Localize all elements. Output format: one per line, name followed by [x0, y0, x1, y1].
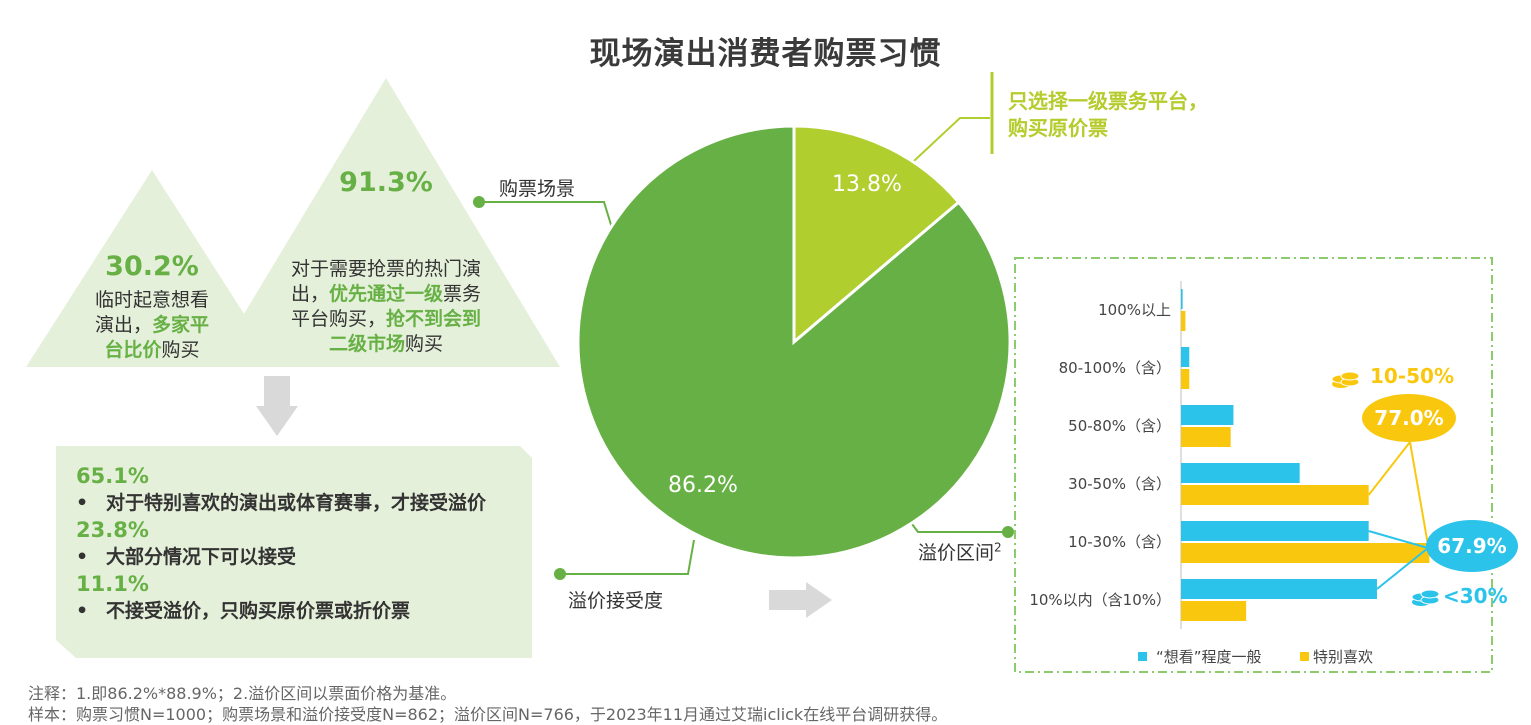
box-item-label: 大部分情况下可以接受 — [106, 546, 297, 568]
pie-label-small: 13.8% — [832, 172, 902, 197]
box-item-label: 不接受溢价，只购买原价票或折价票 — [106, 600, 411, 622]
bar-blue-1 — [1181, 347, 1190, 367]
legend-label-blue: “想看”程度一般 — [1156, 648, 1262, 666]
box-item-text: • 大部分情况下可以接受 — [76, 544, 526, 571]
large-tri-line2c: 票务 — [443, 283, 482, 305]
text-box-background — [56, 446, 532, 658]
small-tri-line2b: 多家平 — [152, 314, 210, 336]
bar-category-label: 80-100%（含） — [1058, 359, 1171, 377]
yellow-range-label: 10-50% — [1370, 364, 1455, 388]
yellow-connector-line — [1409, 441, 1431, 554]
large-tri-line2a: 出， — [290, 283, 329, 305]
box-item-label: 对于特别喜欢的演出或体育赛事，才接受溢价 — [106, 492, 487, 514]
bullet: • — [76, 492, 89, 514]
bar-yellow-2 — [1181, 427, 1231, 447]
blue-connector-line — [1368, 530, 1429, 549]
coin-icon-blue — [1410, 582, 1442, 612]
bullet: • — [76, 600, 89, 622]
pie-chart — [576, 124, 1012, 560]
large-tri-line4b: 购买 — [405, 333, 444, 355]
box-item-text: • 对于特别喜欢的演出或体育赛事，才接受溢价 — [76, 490, 526, 517]
scene-leader-line — [479, 201, 613, 229]
pie-callout-line1: 只选择一级票务平台， — [1008, 89, 1208, 113]
range-label-text: 溢价区间 — [918, 542, 995, 564]
large-triangle — [212, 78, 560, 367]
small-triangle-text: 临时起意想看 演出，多家平 台比价购买 — [72, 288, 232, 363]
small-tri-line3b: 购买 — [161, 339, 200, 361]
bar-yellow-0 — [1181, 311, 1186, 331]
blue-range-label: <30% — [1443, 584, 1508, 608]
small-tri-line1: 临时起意想看 — [94, 289, 209, 311]
small-triangle — [26, 170, 278, 367]
bar-blue-3 — [1181, 463, 1300, 483]
footnote-sample: 样本：购票习惯N=1000；购票场景和溢价接受度N=862；溢价区间N=766，… — [28, 705, 948, 724]
legend-swatch-yellow — [1300, 652, 1309, 661]
blue-connector-line — [1376, 547, 1429, 590]
bar-chart-frame — [1014, 257, 1493, 673]
range-label-sup: 2 — [994, 540, 1002, 555]
bar-category-label: 50-80%（含） — [1068, 417, 1171, 435]
pie-label-large: 86.2% — [668, 473, 738, 498]
range-label: 溢价区间2 — [918, 538, 1002, 565]
bar-yellow-1 — [1181, 369, 1190, 389]
acceptance-label: 溢价接受度 — [568, 590, 664, 612]
bar-yellow-3 — [1181, 485, 1369, 505]
bar-category-label: 100%以上 — [1098, 301, 1171, 319]
bar-yellow-4 — [1181, 543, 1430, 563]
large-tri-line2b: 优先通过一级 — [328, 283, 443, 305]
large-tri-line3a: 平台购买， — [290, 308, 386, 330]
pie-slice-1 — [576, 124, 1012, 560]
acceptance-box: 65.1% • 对于特别喜欢的演出或体育赛事，才接受溢价 23.8% • 大部分情况… — [76, 463, 526, 625]
yellow-pct-bubble: 77.0% — [1362, 394, 1456, 442]
page-title: 现场演出消费者购票习惯 — [589, 36, 942, 72]
box-item-pct: 11.1% — [76, 572, 149, 596]
scene-leader-dot — [473, 196, 485, 208]
down-arrow-icon — [256, 376, 298, 436]
range-leader-dot — [1002, 526, 1014, 538]
acceptance-leader-dot — [554, 568, 566, 580]
pie-callout: 只选择一级票务平台， 购买原价票 — [1008, 88, 1208, 142]
large-tri-line4a: 二级市场 — [328, 333, 405, 355]
box-item-text: • 不接受溢价，只购买原价票或折价票 — [76, 598, 526, 625]
range-leader-line — [911, 523, 1008, 533]
bar-category-label: 30-50%（含） — [1068, 475, 1171, 493]
pie-callout-line2: 购买原价票 — [1008, 116, 1108, 140]
right-arrow-icon — [769, 582, 832, 618]
bar-blue-5 — [1181, 579, 1377, 599]
box-item-pct: 23.8% — [76, 518, 149, 542]
bar-yellow-5 — [1181, 601, 1247, 621]
footnote-note: 注释：1.即86.2%*88.9%；2.溢价区间以票面价格为基准。 — [28, 684, 457, 703]
box-item-pct: 65.1% — [76, 464, 149, 488]
yellow-connector-line — [1367, 441, 1411, 496]
bar-blue-4 — [1181, 521, 1369, 541]
pie-slice-0 — [792, 124, 961, 346]
bar-category-label: 10-30%（含） — [1068, 533, 1171, 551]
large-tri-line1: 对于需要抢票的热门演 — [290, 258, 481, 280]
bar-blue-2 — [1181, 405, 1234, 425]
blue-pct-bubble: 67.9% — [1426, 520, 1518, 572]
bar-blue-0 — [1181, 289, 1183, 309]
large-tri-line3b: 抢不到会到 — [386, 308, 482, 330]
small-tri-line3a: 台比价 — [104, 339, 162, 361]
legend-swatch-blue — [1138, 652, 1147, 661]
bar-category-label: 10%以内（含10%） — [1029, 591, 1171, 609]
scene-label: 购票场景 — [499, 178, 576, 200]
acceptance-leader-line — [560, 539, 695, 575]
bar-chart — [1180, 281, 1431, 629]
small-tri-line2a: 演出， — [94, 314, 152, 336]
bullet: • — [76, 546, 89, 568]
small-triangle-pct: 30.2% — [105, 251, 199, 282]
legend-label-yellow: 特别喜欢 — [1313, 648, 1374, 666]
large-triangle-text: 对于需要抢票的热门演 出，优先通过一级票务 平台购买，抢不到会到 二级市场购买 — [266, 257, 506, 357]
large-triangle-pct: 91.3% — [339, 167, 433, 198]
coin-icon-yellow — [1330, 364, 1362, 396]
